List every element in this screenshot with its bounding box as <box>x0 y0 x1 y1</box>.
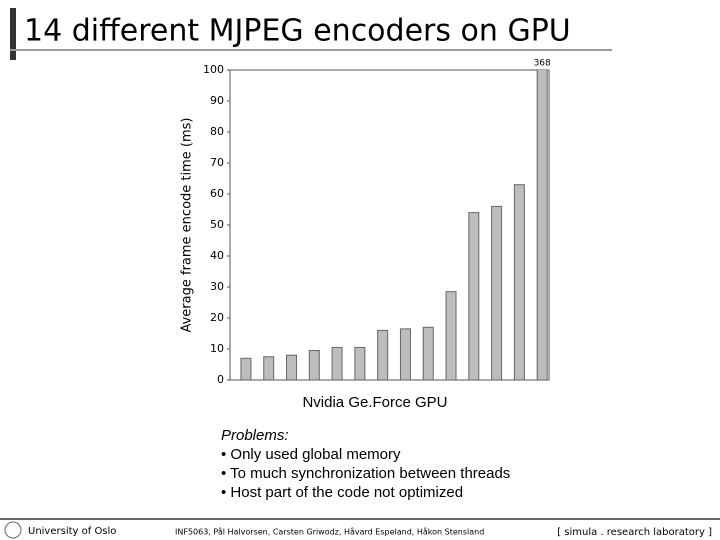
bar <box>445 291 457 380</box>
y-tick-label: 40 <box>210 249 224 262</box>
note-line: • Host part of the code not optimized <box>221 484 463 501</box>
y-tick-label: 80 <box>210 125 224 138</box>
bar <box>468 212 480 380</box>
footer-center: INF5063, Pål Halvorsen, Carsten Griwodz,… <box>175 527 484 537</box>
title-accent <box>10 8 16 60</box>
y-tick-label: 30 <box>210 280 224 293</box>
bar <box>399 328 411 380</box>
y-tick-label: 20 <box>210 311 224 324</box>
y-tick-label: 100 <box>203 63 224 76</box>
bar <box>536 70 548 380</box>
overflow-label: 368 <box>534 59 551 69</box>
y-tick-label: 10 <box>210 342 224 355</box>
note-line: Problems: <box>221 427 289 444</box>
footer-right: [ simula . research laboratory ] <box>557 527 712 538</box>
bar <box>331 346 343 380</box>
y-tick-label: 70 <box>210 156 224 169</box>
university-logo <box>4 521 22 539</box>
y-tick-label: 50 <box>210 218 224 231</box>
bar <box>308 350 320 380</box>
note-line: • Only used global memory <box>221 446 401 463</box>
bar <box>240 357 252 380</box>
bar <box>354 346 366 380</box>
y-axis-label: Average frame encode time (ms) <box>180 117 195 332</box>
bar <box>286 354 298 380</box>
bars <box>240 70 548 380</box>
bar <box>377 329 389 380</box>
bar <box>491 205 503 380</box>
footer-left: University of Oslo <box>28 526 116 537</box>
y-tick-label: 90 <box>210 94 224 107</box>
x-axis-label: Nvidia Ge.Force GPU <box>302 394 447 411</box>
y-tick-label: 60 <box>210 187 224 200</box>
slide-title: 14 different MJPEG encoders on GPU <box>24 14 571 49</box>
bar <box>422 326 434 380</box>
bar <box>513 184 525 380</box>
y-tick-label: 0 <box>217 373 224 386</box>
note-line: • To much synchronization between thread… <box>221 465 510 482</box>
bar <box>263 356 275 380</box>
